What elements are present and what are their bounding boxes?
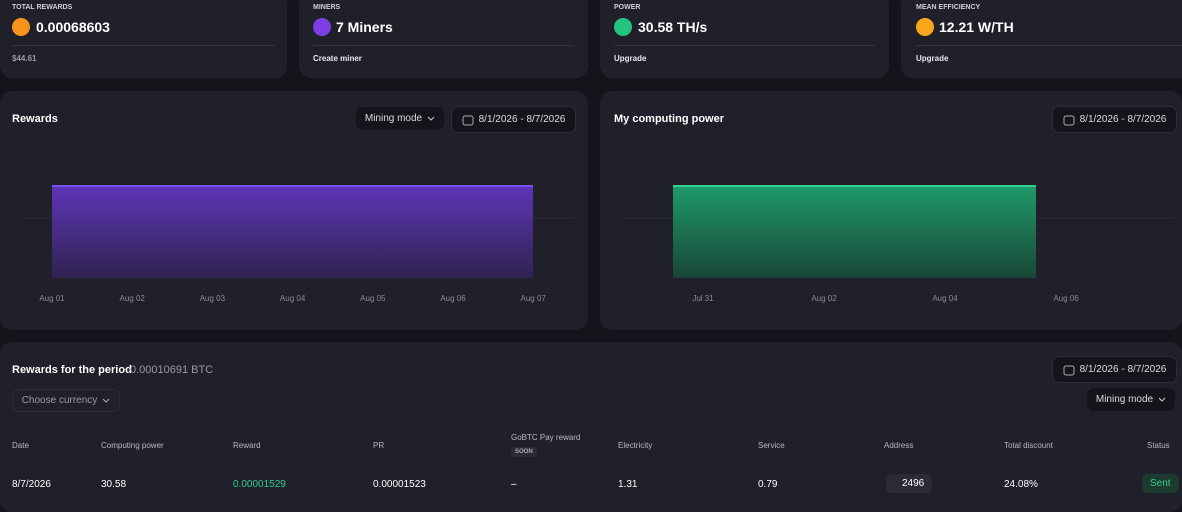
calendar-icon [1063, 365, 1075, 375]
cell: 0.00001529 [233, 479, 286, 490]
column-header: Computing power [101, 441, 164, 450]
soon-badge: SOON [511, 447, 537, 457]
icon [614, 18, 632, 36]
cell: 1.31 [618, 479, 638, 490]
x-tick-label: Aug 02 [119, 294, 145, 303]
card: POWER 30.58 TH/s Upgrade [600, 0, 889, 78]
card: MEAN EFFICIENCY 12.21 W/TH Upgrade [901, 0, 1182, 78]
card: TOTAL REWARDS 0.00068603 $44.61 [0, 0, 287, 78]
card-footer: $44.61 [12, 54, 37, 63]
column-header: GoBTC Pay reward [511, 433, 581, 442]
card-label: POWER [614, 4, 641, 11]
column-header: Address [884, 441, 914, 450]
select-label: Choose currency [21, 395, 98, 406]
calendar-icon [1063, 115, 1075, 125]
period-total: 0.00010691 BTC [130, 364, 214, 376]
card-value: 0.00068603 [36, 19, 110, 35]
card-label: MINERS [313, 4, 341, 11]
address-chip: 2496 [886, 474, 933, 493]
panel-title: Rewards [12, 113, 58, 125]
mode-button[interactable]: Mining mode [356, 107, 444, 130]
date-range: 8/1/2026 - 8/7/2026 [478, 114, 566, 125]
rewards-table-panel: Rewards for the period 0.00010691 BTC 8/… [0, 342, 1182, 512]
cell: 30.58 [101, 479, 127, 490]
card-link[interactable]: Create miner [313, 54, 362, 63]
icon [916, 18, 934, 36]
area-chart [620, 185, 1175, 278]
x-tick-label: Aug 06 [1053, 294, 1079, 303]
column-header: Service [758, 441, 785, 450]
chevron [427, 116, 435, 121]
date-picker[interactable]: 8/1/2026 - 8/7/2026 [1052, 356, 1177, 383]
cell: – [511, 479, 517, 490]
date-picker[interactable]: 8/1/2026 - 8/7/2026 [451, 106, 576, 133]
column-header: Date [12, 441, 29, 450]
x-tick-label: Aug 03 [199, 294, 226, 303]
column-header: Total discount [1004, 441, 1053, 450]
column-header: Status [1147, 441, 1170, 450]
card-label: MEAN EFFICIENCY [916, 4, 981, 11]
divider [313, 45, 574, 46]
date-range: 8/1/2026 - 8/7/2026 [1079, 114, 1167, 125]
area [52, 186, 533, 278]
x-tick-label: Jul 31 [692, 294, 714, 303]
card-value: 30.58 TH/s [638, 19, 708, 35]
chevron [1158, 397, 1166, 402]
card-link[interactable]: Upgrade [614, 54, 647, 63]
icon [12, 18, 30, 36]
divider [916, 45, 1182, 46]
date-range: 8/1/2026 - 8/7/2026 [1079, 364, 1167, 375]
cell: 8/7/2026 [12, 479, 51, 490]
x-tick-label: Aug 04 [279, 294, 306, 303]
panel-title: Rewards for the period [12, 364, 132, 376]
card-value: 7 Miners [336, 19, 393, 35]
rewards-panel: Rewards Mining mode 8/1/2026 - 8/7/2026 … [0, 91, 588, 330]
cell: 0.79 [758, 479, 778, 490]
column-header: Electricity [618, 441, 653, 450]
x-tick-label: Aug 07 [520, 294, 546, 303]
card-label: TOTAL REWARDS [12, 4, 73, 11]
x-tick-label: Aug 02 [811, 294, 837, 303]
column-header: Reward [233, 441, 261, 450]
area [673, 186, 1036, 278]
card-value: 12.21 W/TH [939, 19, 1014, 35]
cell: 24.08% [1004, 479, 1038, 490]
x-tick-label: Aug 01 [39, 294, 65, 303]
cell: 0.00001523 [373, 479, 426, 490]
area-chart [20, 185, 575, 278]
x-tick-label: Aug 06 [440, 294, 466, 303]
button-label: Mining mode [1095, 394, 1154, 405]
card-link[interactable]: Upgrade [916, 54, 949, 63]
panel-title: My computing power [614, 113, 724, 125]
button-label: Mining mode [364, 113, 423, 124]
x-tick-label: Aug 05 [360, 294, 386, 303]
power-panel: My computing power 8/1/2026 - 8/7/2026 J… [600, 91, 1182, 330]
divider [614, 45, 875, 46]
x-tick-label: Aug 04 [932, 294, 958, 303]
divider [12, 45, 275, 46]
status-badge: Sent [1142, 474, 1179, 493]
calendar-icon [462, 115, 474, 125]
icon [313, 18, 331, 36]
date-picker[interactable]: 8/1/2026 - 8/7/2026 [1052, 106, 1177, 133]
mode-button[interactable]: Mining mode [1087, 388, 1175, 411]
card: MINERS 7 Miners Create miner [299, 0, 588, 78]
column-header: PR [373, 441, 385, 450]
chevron [102, 398, 110, 403]
currency-select[interactable]: Choose currency [12, 389, 120, 412]
